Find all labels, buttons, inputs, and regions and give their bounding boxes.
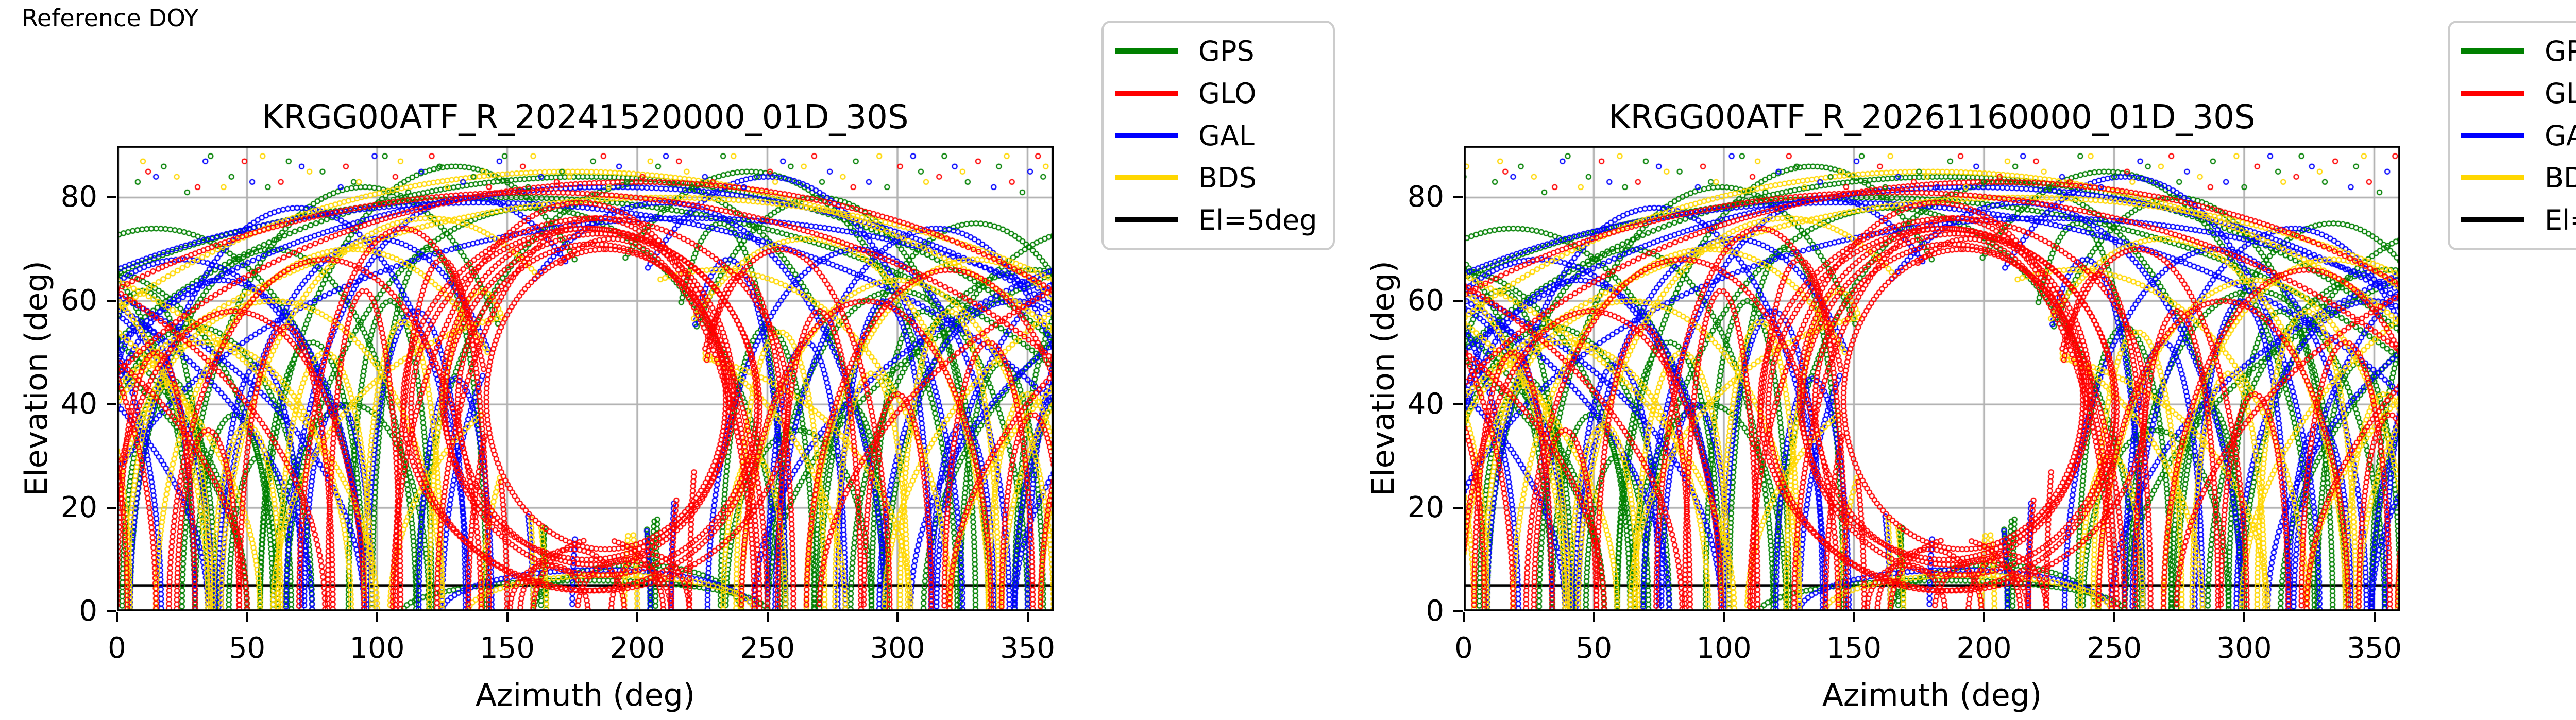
legend-entry-label: El=5deg (1198, 203, 1317, 236)
y-tick-label: 60 (1407, 284, 1444, 318)
subplot-left: KRGG00ATF_R_20241520000_01D_30S Elevatio… (19, 98, 1055, 713)
y-tick-label: 20 (1407, 491, 1444, 525)
legend-entry-label: GPS (2545, 35, 2576, 67)
plot-title-right: KRGG00ATF_R_20261160000_01D_30S (1608, 98, 2256, 136)
legend-entry-gal: GAL (2461, 114, 2576, 157)
plot-title-left: KRGG00ATF_R_20241520000_01D_30S (262, 98, 909, 136)
y-tick-mark (107, 610, 116, 612)
y-tick-mark (107, 507, 116, 509)
legend-entry-el-5deg: El=5deg (1115, 199, 1317, 241)
legend-line-sample (2461, 91, 2524, 96)
skyplot-canvas-right (1464, 146, 2400, 611)
y-tick-label: 40 (1407, 387, 1444, 421)
x-tick-label: 0 (1454, 631, 1473, 665)
x-tick-label: 200 (1956, 631, 2012, 665)
legend-line-sample (1115, 133, 1178, 138)
legend-entry-label: BDS (1198, 161, 1257, 194)
x-tick-mark (1026, 612, 1029, 622)
x-tick-label: 50 (1575, 631, 1613, 665)
x-tick-mark (636, 612, 638, 622)
y-tick-label: 0 (79, 594, 97, 628)
x-tick-mark (1723, 612, 1725, 622)
legend-line-sample (2461, 48, 2524, 54)
y-tick-mark (1453, 507, 1463, 509)
legend-line-sample (1115, 48, 1178, 54)
legend-entry-label: GAL (1198, 119, 1255, 152)
x-tick-mark (376, 612, 378, 622)
x-tick-mark (2243, 612, 2245, 622)
legend-line-sample (1115, 91, 1178, 96)
x-tick-label: 0 (108, 631, 126, 665)
x-tick-mark (2373, 612, 2376, 622)
legend-entry-glo: GLO (1115, 72, 1317, 114)
x-tick-label: 100 (1696, 631, 1752, 665)
y-tick-label: 20 (60, 491, 97, 525)
legend-entry-gps: GPS (2461, 30, 2576, 72)
x-tick-label: 150 (480, 631, 535, 665)
x-tick-mark (1853, 612, 1855, 622)
legend-line-sample (1115, 217, 1178, 222)
legend-right: GPS GLO GAL BDS El=5deg (2448, 21, 2576, 250)
y-tick-label: 60 (60, 284, 97, 318)
x-tick-mark (766, 612, 769, 622)
x-tick-mark (1463, 612, 1465, 622)
x-tick-mark (896, 612, 899, 622)
x-tick-label: 300 (870, 631, 925, 665)
x-tick-label: 50 (228, 631, 266, 665)
y-tick-mark (107, 403, 116, 406)
y-tick-label: 40 (60, 387, 97, 421)
legend-entry-label: El=5deg (2545, 203, 2576, 236)
y-tick-mark (1453, 403, 1463, 406)
x-axis-label-left: Azimuth (deg) (475, 677, 696, 713)
skyplot-canvas-left (117, 146, 1054, 611)
legend-line-sample (1115, 175, 1178, 180)
y-tick-mark (107, 196, 116, 199)
x-tick-mark (2113, 612, 2115, 622)
figure-label: Reference DOY (22, 4, 199, 32)
x-tick-label: 150 (1826, 631, 1882, 665)
x-tick-mark (246, 612, 248, 622)
x-axis-label-right: Azimuth (deg) (1822, 677, 2042, 713)
legend-entry-gps: GPS (1115, 30, 1317, 72)
y-tick-label: 80 (1407, 180, 1444, 214)
y-tick-label: 0 (1426, 594, 1444, 628)
legend-line-sample (2461, 217, 2524, 222)
legend-entry-bds: BDS (2461, 157, 2576, 199)
y-tick-mark (107, 300, 116, 302)
legend-line-sample (2461, 175, 2524, 180)
legend-entry-gal: GAL (1115, 114, 1317, 157)
x-tick-label: 350 (2347, 631, 2402, 665)
x-tick-mark (116, 612, 118, 622)
y-tick-mark (1453, 610, 1463, 612)
y-tick-label: 80 (60, 180, 97, 214)
x-tick-label: 100 (349, 631, 405, 665)
x-tick-label: 200 (609, 631, 665, 665)
legend-line-sample (2461, 133, 2524, 138)
x-tick-mark (1592, 612, 1595, 622)
legend-entry-el-5deg: El=5deg (2461, 199, 2576, 241)
legend-entry-label: GLO (1198, 77, 1257, 110)
x-tick-label: 300 (2216, 631, 2272, 665)
y-tick-mark (1453, 196, 1463, 199)
y-tick-mark (1453, 300, 1463, 302)
legend-left: GPS GLO GAL BDS El=5deg (1101, 21, 1335, 250)
legend-entry-label: GPS (1198, 35, 1255, 67)
legend-entry-glo: GLO (2461, 72, 2576, 114)
x-tick-label: 250 (2087, 631, 2142, 665)
legend-entry-label: GAL (2545, 119, 2576, 152)
x-tick-mark (1983, 612, 1985, 622)
x-tick-mark (506, 612, 509, 622)
x-tick-label: 350 (1000, 631, 1055, 665)
subplot-right: KRGG00ATF_R_20261160000_01D_30S Elevatio… (1365, 98, 2402, 713)
legend-entry-label: GLO (2545, 77, 2576, 110)
x-tick-label: 250 (740, 631, 795, 665)
legend-entry-bds: BDS (1115, 157, 1317, 199)
legend-entry-label: BDS (2545, 161, 2576, 194)
